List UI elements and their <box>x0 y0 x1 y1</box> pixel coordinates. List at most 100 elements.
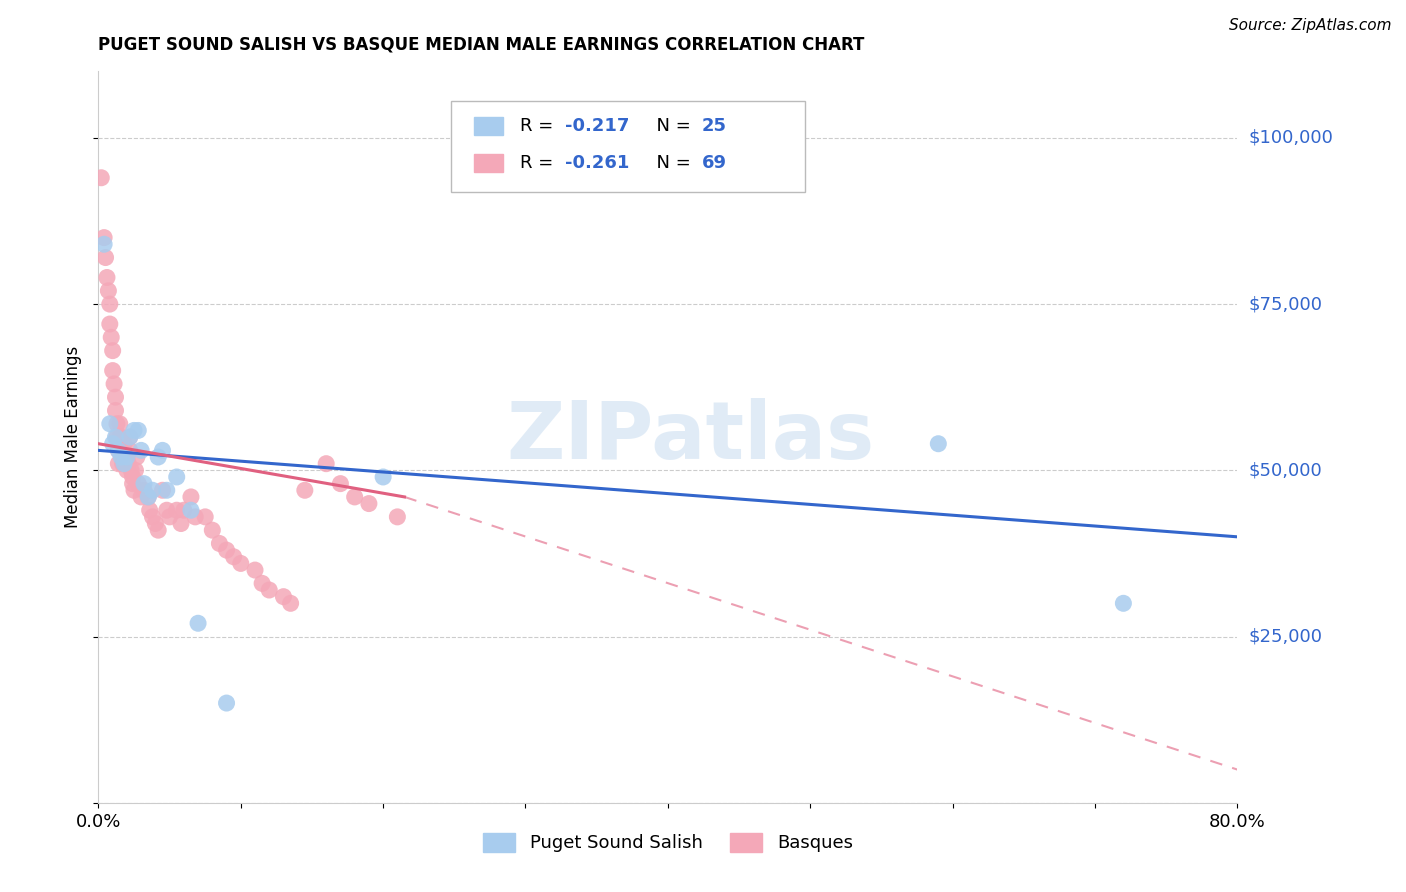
Point <box>97 284 120 298</box>
Point <box>357 497 380 511</box>
Point <box>280 596 302 610</box>
Point <box>118 430 141 444</box>
Point <box>159 509 181 524</box>
Point <box>105 430 128 444</box>
Text: $100,000: $100,000 <box>1249 128 1333 147</box>
Point <box>104 390 127 404</box>
Point <box>136 490 159 504</box>
Point <box>111 457 134 471</box>
Point <box>152 443 174 458</box>
Point <box>259 582 281 597</box>
Point <box>100 330 122 344</box>
Point <box>132 483 155 498</box>
Point <box>115 463 138 477</box>
Point <box>90 170 112 185</box>
Bar <box>474 117 503 136</box>
Point <box>129 490 152 504</box>
Point <box>104 430 127 444</box>
Point <box>112 450 135 464</box>
Point <box>121 470 143 484</box>
Text: PUGET SOUND SALISH VS BASQUE MEDIAN MALE EARNINGS CORRELATION CHART: PUGET SOUND SALISH VS BASQUE MEDIAN MALE… <box>98 36 865 54</box>
Point <box>180 490 202 504</box>
Point <box>156 503 179 517</box>
Point <box>141 509 163 524</box>
Point <box>243 563 266 577</box>
Point <box>208 536 231 550</box>
Point <box>127 424 149 438</box>
Text: $50,000: $50,000 <box>1249 461 1322 479</box>
Point <box>110 430 132 444</box>
Point <box>112 457 135 471</box>
Point <box>201 523 224 537</box>
Point <box>101 363 124 377</box>
Point <box>104 403 127 417</box>
Point <box>101 436 124 450</box>
Point <box>148 450 170 464</box>
Point <box>107 457 129 471</box>
Point <box>121 476 143 491</box>
Point <box>148 523 170 537</box>
Point <box>273 590 295 604</box>
Point <box>108 430 131 444</box>
Point <box>125 450 148 464</box>
Point <box>94 251 117 265</box>
Text: 69: 69 <box>702 153 727 172</box>
Point <box>115 450 138 464</box>
Point <box>1112 596 1135 610</box>
Point <box>229 557 252 571</box>
Text: $25,000: $25,000 <box>1249 628 1323 646</box>
Point <box>110 450 132 464</box>
Text: N =: N = <box>645 117 696 136</box>
Point <box>93 230 115 244</box>
Point <box>118 430 141 444</box>
Point <box>127 476 149 491</box>
Point <box>115 450 138 464</box>
Point <box>315 457 337 471</box>
Legend: Puget Sound Salish, Basques: Puget Sound Salish, Basques <box>475 826 860 860</box>
Point <box>222 549 245 564</box>
Text: -0.261: -0.261 <box>565 153 630 172</box>
Point <box>107 443 129 458</box>
Point <box>166 503 188 517</box>
Point <box>98 297 121 311</box>
Point <box>132 476 155 491</box>
Point <box>187 616 209 631</box>
Point <box>294 483 316 498</box>
Point <box>93 237 115 252</box>
FancyBboxPatch shape <box>451 101 804 192</box>
Point <box>98 317 121 331</box>
Point <box>129 443 152 458</box>
Point <box>152 483 174 498</box>
Point <box>120 463 142 477</box>
Text: R =: R = <box>520 117 558 136</box>
Point <box>194 509 217 524</box>
Point <box>387 509 409 524</box>
Point <box>110 443 132 458</box>
Point <box>117 457 139 471</box>
Point <box>215 543 238 558</box>
Point <box>184 509 207 524</box>
Y-axis label: Median Male Earnings: Median Male Earnings <box>63 346 82 528</box>
Bar <box>474 153 503 172</box>
Point <box>329 476 352 491</box>
Point <box>215 696 238 710</box>
Point <box>170 516 193 531</box>
Point <box>343 490 366 504</box>
Point <box>136 490 159 504</box>
Point <box>105 417 128 431</box>
Point <box>114 450 136 464</box>
Text: $75,000: $75,000 <box>1249 295 1323 313</box>
Point <box>112 436 135 450</box>
Point <box>138 503 160 517</box>
Point <box>373 470 395 484</box>
Point <box>124 463 146 477</box>
Point <box>118 443 141 458</box>
Point <box>101 343 124 358</box>
Text: -0.217: -0.217 <box>565 117 630 136</box>
Text: Source: ZipAtlas.com: Source: ZipAtlas.com <box>1229 18 1392 33</box>
Point <box>122 483 145 498</box>
Point <box>122 424 145 438</box>
Text: N =: N = <box>645 153 696 172</box>
Point <box>156 483 179 498</box>
Point <box>927 436 949 450</box>
